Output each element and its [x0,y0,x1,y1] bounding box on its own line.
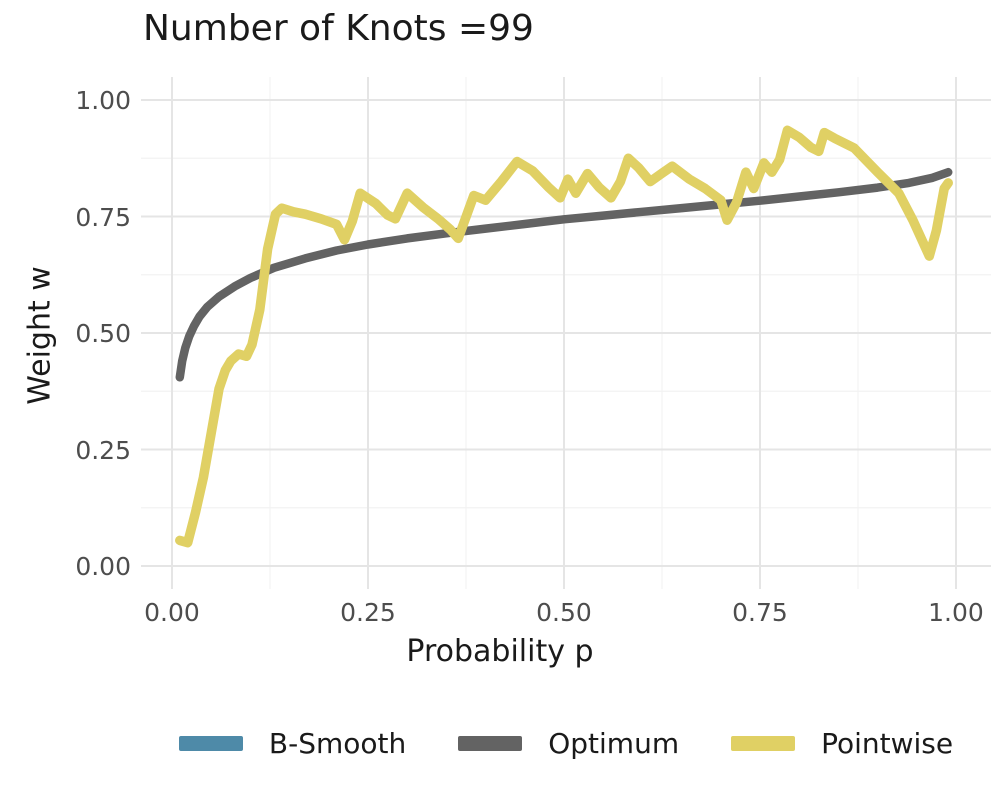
legend-label-b-smooth: B-Smooth [268,727,407,760]
x-tick-label: 0.25 [340,598,396,627]
legend: B-Smooth Optimum Pointwise [141,727,991,760]
series-pointwise-line [175,125,953,548]
y-tick-label: 0.25 [75,435,131,465]
y-tick-label: 0.75 [75,202,131,232]
legend-swatch-optimum [458,736,523,751]
legend-label-optimum: Optimum [548,727,680,760]
series-optimum-line [175,167,953,382]
chart-title: Number of Knots =99 [143,8,534,49]
x-tick-label: 1.00 [928,598,984,627]
x-tick-label: 0.75 [732,598,788,627]
x-tick-label: 0.00 [144,598,200,627]
x-axis-title: Probability p [0,634,1000,669]
x-axis-title-text: Probability p [406,634,594,669]
y-tick-label: 0.50 [75,319,131,348]
legend-label-pointwise: Pointwise [821,727,954,760]
legend-item-pointwise: Pointwise [731,727,953,760]
y-tick-label: 1.00 [75,86,131,115]
legend-swatch-pointwise [731,736,796,751]
legend-item-optimum: Optimum [458,727,679,760]
y-tick-label: 0.00 [75,552,131,581]
legend-item-b-smooth: B-Smooth [178,727,407,760]
legend-swatch-b-smooth [178,736,243,751]
x-tick-label: 0.50 [536,598,592,627]
